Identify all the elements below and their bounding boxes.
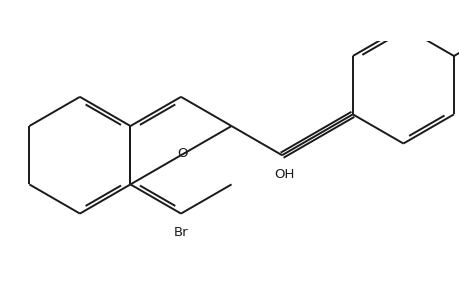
Text: OH: OH (274, 168, 294, 181)
Text: O: O (176, 147, 187, 160)
Text: Br: Br (174, 226, 188, 239)
